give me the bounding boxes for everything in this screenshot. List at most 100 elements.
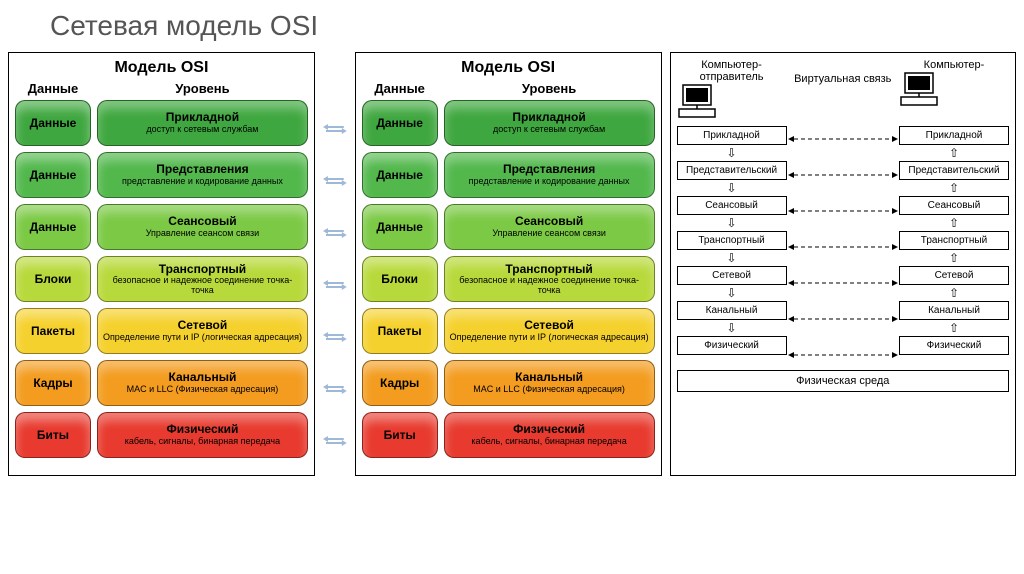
down-arrow-icon: ⇩ (727, 322, 737, 334)
osi-row: ДанныеПредставленияпредставление и кодир… (362, 152, 655, 198)
layer-desc: MAC и LLC (Физическая адресация) (473, 385, 625, 395)
protocol-box: Прикладной (899, 126, 1009, 145)
layer-desc: доступ к сетевым службам (493, 125, 605, 135)
layer-chip: Представленияпредставление и кодирование… (444, 152, 655, 198)
osi-row: Данные Прикладнойдоступ к сетевым службам (15, 100, 308, 146)
up-arrow-icon: ⇧ (949, 217, 959, 229)
data-unit-chip: Блоки (15, 256, 91, 302)
layer-desc: безопасное и надежное соединение точка-т… (449, 276, 650, 296)
computer-icon (677, 83, 717, 119)
layer-desc: представление и кодирование данных (469, 177, 630, 187)
layer-chip: КанальныйMAC и LLC (Физическая адресация… (444, 360, 655, 406)
bidirectional-arrow (323, 262, 347, 308)
layer-name: Канальный (515, 371, 583, 384)
layer-chip: Транспортныйбезопасное и надежное соедин… (97, 256, 308, 302)
data-unit-chip: Кадры (15, 360, 91, 406)
layer-name: Сеансовый (168, 215, 236, 228)
layer-desc: представление и кодирование данных (122, 177, 283, 187)
page-title: Сетевая модель OSI (0, 0, 1024, 52)
layer-desc: Определение пути и IP (логическая адреса… (450, 333, 649, 343)
layer-chip: Транспортныйбезопасное и надежное соедин… (444, 256, 655, 302)
bidirectional-arrow (323, 210, 347, 256)
col-header-level: Уровень (444, 81, 655, 96)
layer-chip: Физическийкабель, сигналы, бинарная пере… (97, 412, 308, 458)
osi-row: БлокиТранспортныйбезопасное и надежное с… (15, 256, 308, 302)
osi-row: ДанныеСеансовыйУправление сеансом связи (15, 204, 308, 250)
data-unit-chip: Данные (15, 100, 91, 146)
layer-desc: Управление сеансом связи (492, 229, 606, 239)
down-arrow-icon: ⇩ (727, 217, 737, 229)
layer-desc: MAC и LLC (Физическая адресация) (127, 385, 279, 395)
virtual-link (788, 200, 898, 222)
layer-desc: доступ к сетевым службам (146, 125, 258, 135)
layer-name: Сетевой (178, 319, 228, 332)
osi-row: БитыФизическийкабель, сигналы, бинарная … (15, 412, 308, 458)
physical-medium: Физическая среда (677, 370, 1009, 392)
osi-row: ДанныеПрикладнойдоступ к сетевым службам (362, 100, 655, 146)
layer-desc: безопасное и надежное соединение точка-т… (102, 276, 303, 296)
data-unit-chip: Данные (15, 204, 91, 250)
protocol-box: Сеансовый (677, 196, 787, 215)
data-unit-chip: Данные (15, 152, 91, 198)
data-unit-chip: Блоки (362, 256, 438, 302)
osi-row: КадрыКанальныйMAC и LLC (Физическая адре… (15, 360, 308, 406)
virtual-link (788, 236, 898, 258)
osi-row: Данные СеансовыйУправление сеансом связи (362, 204, 655, 250)
layer-name: Сетевой (524, 319, 574, 332)
protocol-box: Представительский (899, 161, 1009, 180)
osi-row: ПакетыСетевойОпределение пути и IP (логи… (362, 308, 655, 354)
data-unit-chip: Данные (362, 204, 438, 250)
layer-desc: Управление сеансом связи (146, 229, 260, 239)
layer-chip: СетевойОпределение пути и IP (логическая… (97, 308, 308, 354)
layer-desc: кабель, сигналы, бинарная передача (125, 437, 280, 447)
up-arrow-icon: ⇧ (949, 182, 959, 194)
bidirectional-arrow (323, 314, 347, 360)
down-arrow-icon: ⇩ (727, 287, 737, 299)
layer-name: Представления (156, 163, 248, 176)
data-unit-chip: Пакеты (15, 308, 91, 354)
receiver-label: Компьютер- (899, 59, 1009, 71)
data-unit-chip: Биты (15, 412, 91, 458)
protocol-box: Прикладной (677, 126, 787, 145)
layer-name: Транспортный (159, 263, 246, 276)
down-arrow-icon: ⇩ (727, 252, 737, 264)
virtual-link (788, 164, 898, 186)
bidirectional-arrow (323, 366, 347, 412)
data-unit-chip: Кадры (362, 360, 438, 406)
protocol-box: Транспортный (899, 231, 1009, 250)
bidirectional-arrow (323, 106, 347, 152)
col-header-data: Данные (15, 81, 91, 96)
panel-title: Модель OSI (362, 59, 655, 77)
protocol-box: Сеансовый (899, 196, 1009, 215)
layer-chip: Представленияпредставление и кодирование… (97, 152, 308, 198)
protocol-box: Физический (899, 336, 1009, 355)
up-arrow-icon: ⇧ (949, 287, 959, 299)
layer-chip: Физическийкабель, сигналы, бинарная пере… (444, 412, 655, 458)
bidirectional-arrow (323, 158, 347, 204)
osi-row: БитыФизическийкабель, сигналы, бинарная … (362, 412, 655, 458)
virtual-link (788, 272, 898, 294)
up-arrow-icon: ⇧ (949, 147, 959, 159)
layer-name: Прикладной (512, 111, 585, 124)
diagram-container: Модель OSI Данные Уровень Данные Прикладн… (0, 52, 1024, 476)
virtual-link-label: Виртуальная связь (794, 59, 891, 85)
osi-row: ПакетыСетевойОпределение пути и IP (логи… (15, 308, 308, 354)
computer-icon (899, 71, 939, 107)
layer-name: Представления (503, 163, 595, 176)
protocol-box: Представительский (677, 161, 787, 180)
osi-row: БлокиТранспортныйбезопасное и надежное с… (362, 256, 655, 302)
col-header-data: Данные (362, 81, 438, 96)
layer-desc: Определение пути и IP (логическая адреса… (103, 333, 302, 343)
layer-name: Сеансовый (515, 215, 583, 228)
up-arrow-icon: ⇧ (949, 252, 959, 264)
layer-chip: Прикладнойдоступ к сетевым службам (444, 100, 655, 146)
virtual-link (788, 128, 898, 150)
layer-chip: СеансовыйУправление сеансом связи (97, 204, 308, 250)
data-unit-chip: Пакеты (362, 308, 438, 354)
protocol-box: Канальный (677, 301, 787, 320)
layer-chip: СетевойОпределение пути и IP (логическая… (444, 308, 655, 354)
panel-title: Модель OSI (15, 59, 308, 77)
layer-chip: КанальныйMAC и LLC (Физическая адресация… (97, 360, 308, 406)
layer-name: Прикладной (166, 111, 239, 124)
protocol-box: Транспортный (677, 231, 787, 250)
